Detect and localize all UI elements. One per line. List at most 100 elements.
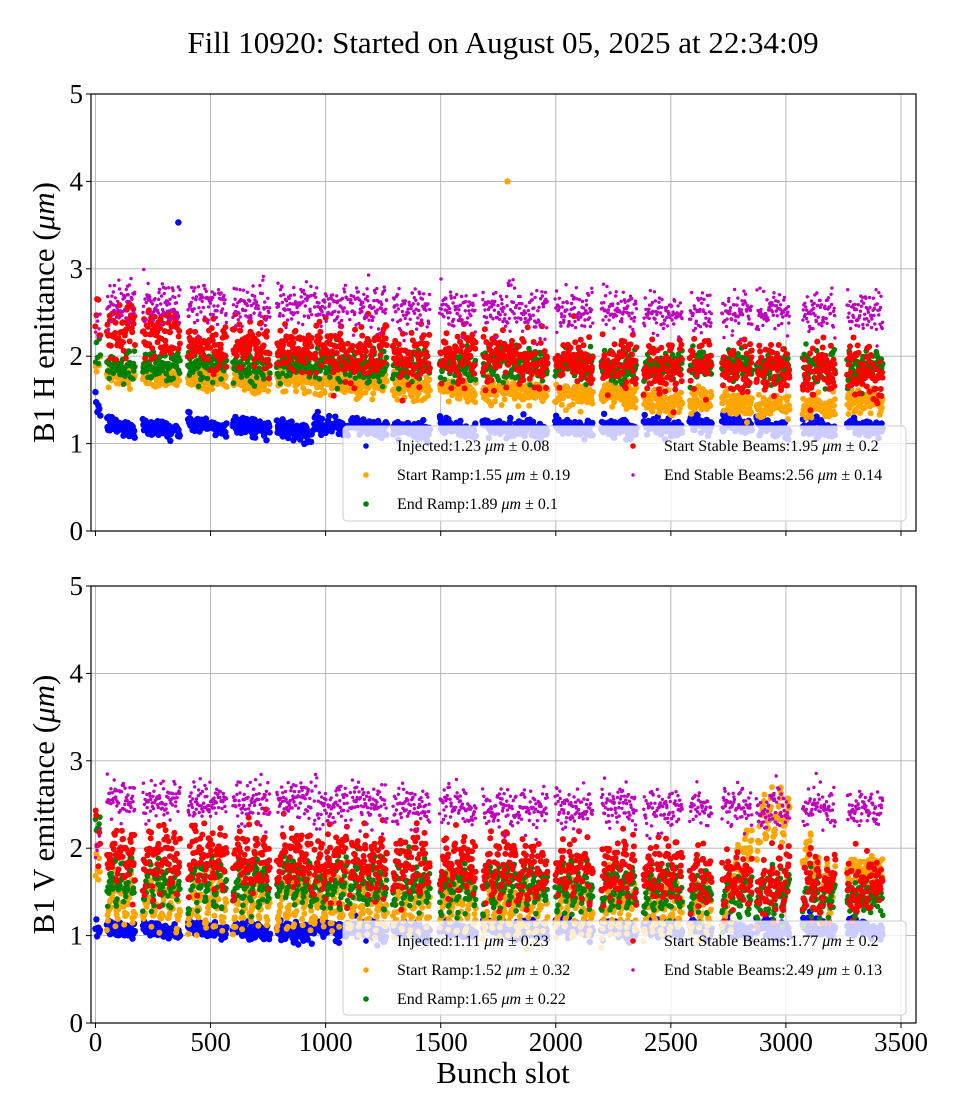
data-point bbox=[878, 404, 885, 411]
data-point bbox=[263, 333, 270, 340]
data-point bbox=[520, 377, 527, 384]
data-point bbox=[471, 370, 478, 377]
data-point bbox=[261, 365, 268, 372]
data-point bbox=[482, 387, 489, 394]
data-point bbox=[332, 413, 339, 420]
data-point bbox=[627, 341, 634, 348]
data-point bbox=[366, 378, 373, 385]
data-point bbox=[263, 328, 270, 335]
data-point bbox=[786, 406, 793, 413]
data-point bbox=[334, 385, 341, 392]
data-point bbox=[290, 339, 297, 346]
data-point bbox=[326, 412, 333, 420]
data-point bbox=[308, 343, 315, 350]
data-point bbox=[734, 373, 740, 380]
data-point bbox=[258, 319, 264, 326]
data-point bbox=[260, 342, 267, 349]
data-point bbox=[515, 343, 522, 350]
data-point bbox=[361, 370, 367, 376]
data-point bbox=[222, 433, 230, 440]
data-point bbox=[456, 372, 463, 379]
data-point bbox=[544, 354, 550, 361]
data-point bbox=[175, 333, 182, 340]
data-point bbox=[186, 409, 193, 416]
data-point bbox=[313, 369, 319, 376]
data-point bbox=[543, 384, 549, 391]
data-point bbox=[503, 384, 510, 391]
data-point bbox=[720, 382, 726, 389]
data-point bbox=[230, 380, 237, 386]
data-point bbox=[442, 339, 449, 346]
data-point bbox=[312, 355, 319, 362]
data-point bbox=[472, 339, 479, 346]
data-point bbox=[126, 338, 133, 345]
data-point bbox=[120, 381, 127, 387]
data-point bbox=[131, 348, 138, 354]
data-point bbox=[641, 411, 648, 419]
data-point bbox=[142, 355, 149, 362]
data-point bbox=[601, 352, 608, 358]
data-point bbox=[317, 334, 323, 341]
data-point bbox=[472, 399, 479, 406]
data-point bbox=[784, 416, 791, 423]
data-point bbox=[127, 386, 133, 392]
data-point bbox=[282, 388, 289, 395]
data-point bbox=[587, 343, 594, 350]
data-point bbox=[113, 356, 119, 363]
data-point bbox=[209, 386, 215, 393]
data-point bbox=[352, 326, 358, 333]
data-point bbox=[543, 392, 550, 399]
data-point bbox=[647, 357, 654, 364]
data-point bbox=[668, 342, 675, 349]
data-point bbox=[251, 356, 257, 363]
data-point bbox=[690, 385, 697, 392]
data-point bbox=[149, 345, 156, 352]
data-point bbox=[831, 402, 837, 409]
data-point bbox=[569, 401, 576, 408]
data-point bbox=[537, 339, 544, 346]
data-point bbox=[426, 364, 433, 371]
data-point bbox=[867, 410, 874, 417]
data-point bbox=[195, 383, 202, 390]
data-point bbox=[604, 357, 611, 364]
data-point bbox=[589, 354, 596, 361]
data-point bbox=[500, 379, 507, 386]
data-point bbox=[288, 418, 295, 425]
data-point bbox=[845, 411, 852, 417]
data-point bbox=[266, 350, 273, 357]
data-point bbox=[561, 365, 568, 372]
data-point bbox=[287, 356, 293, 363]
data-point bbox=[349, 343, 356, 349]
data-point bbox=[708, 392, 715, 399]
data-point bbox=[97, 352, 104, 358]
data-point bbox=[532, 350, 539, 357]
data-point bbox=[649, 336, 656, 343]
data-point bbox=[413, 397, 420, 404]
data-point bbox=[599, 331, 606, 338]
data-point bbox=[423, 340, 430, 347]
data-point bbox=[583, 351, 590, 358]
data-point bbox=[205, 356, 212, 363]
data-point bbox=[175, 345, 182, 352]
data-point bbox=[129, 329, 136, 336]
data-point bbox=[96, 405, 103, 412]
data-point bbox=[620, 369, 626, 376]
data-point bbox=[120, 347, 127, 354]
data-point bbox=[316, 318, 323, 325]
data-point bbox=[167, 437, 174, 444]
data-point bbox=[577, 408, 584, 415]
data-point bbox=[426, 376, 433, 383]
data-point bbox=[459, 342, 466, 349]
data-point bbox=[611, 341, 618, 348]
data-point bbox=[209, 379, 216, 386]
data-point bbox=[301, 359, 308, 366]
data-point bbox=[631, 357, 638, 364]
data-point bbox=[266, 423, 273, 430]
data-point bbox=[662, 380, 669, 387]
data-point bbox=[425, 392, 431, 399]
data-point bbox=[293, 388, 299, 395]
data-point bbox=[167, 329, 174, 336]
data-point bbox=[105, 384, 112, 391]
data-point bbox=[426, 387, 433, 394]
data-point bbox=[612, 379, 619, 386]
